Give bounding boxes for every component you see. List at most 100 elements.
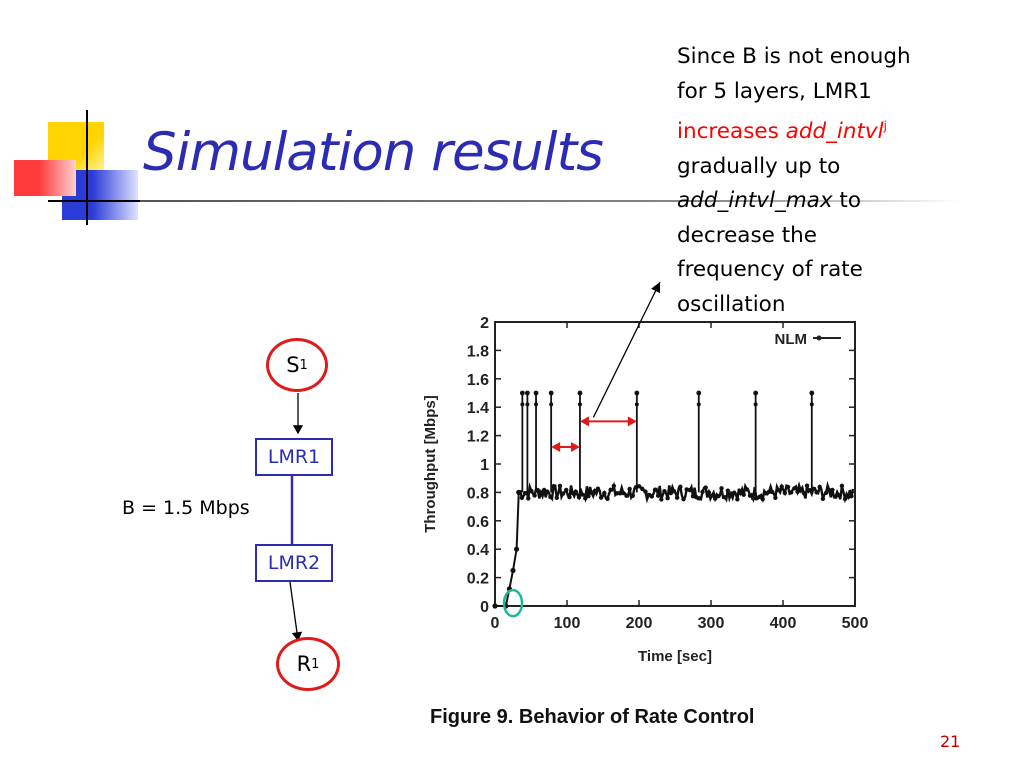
series-baseline-point (757, 494, 762, 500)
series-baseline-point (700, 489, 705, 495)
annotation-line-2: for 5 layers, LMR1 (677, 78, 872, 104)
series-baseline-point (665, 496, 670, 501)
series-spike-peak (577, 390, 583, 396)
annotation-line-5: add_intvl_max to (677, 184, 977, 219)
series-spike-peak (753, 390, 759, 396)
legend-marker-sample (816, 335, 822, 341)
chart-plot-group: 0 0.2 0.4 0.6 0.8 1 1.2 1.4 1.6 1.8 2 0 100 200 300 400… (422, 315, 868, 665)
series-baseline-point (750, 496, 756, 501)
series-spike-point (809, 402, 814, 407)
series-baseline-point (516, 490, 521, 495)
series-baseline-point (586, 493, 591, 499)
y-tick-label: 1.4 (467, 400, 489, 417)
annotation-line-7: frequency of rate (677, 257, 863, 283)
series-baseline-point (687, 487, 693, 493)
series-baseline-point (611, 483, 616, 489)
series-baseline-point (823, 490, 829, 496)
series-baseline-point (614, 491, 620, 496)
series-baseline-point (836, 492, 841, 498)
series-baseline-point (649, 494, 655, 499)
series-baseline-point (735, 497, 740, 502)
series-baseline-point (583, 496, 588, 501)
series-baseline-point (608, 487, 613, 493)
series-baseline-point (817, 484, 822, 490)
series-baseline-point (849, 493, 854, 499)
x-tick-label: 200 (626, 615, 653, 632)
series-baseline-point (573, 489, 578, 494)
series-baseline-point (706, 490, 712, 495)
plot-frame (494, 321, 856, 607)
series-baseline-point (725, 488, 731, 493)
series-baseline-point (760, 496, 765, 502)
series-baseline-point (617, 491, 623, 496)
series-ramp-point (510, 567, 516, 574)
series-baseline-point (719, 486, 724, 491)
series-baseline-point (662, 488, 667, 494)
series-spike-peak (533, 390, 539, 396)
series-baseline-point (785, 484, 791, 490)
x-tick-label: 100 (554, 615, 581, 632)
y-tick-label: 2 (480, 315, 489, 332)
x-tick-label: 300 (698, 615, 725, 632)
series-baseline-point (814, 490, 819, 495)
x-tick-label: 500 (842, 615, 869, 632)
series-baseline-point (598, 495, 604, 500)
series-spike-peak (548, 390, 554, 396)
y-tick-label: 0 (480, 599, 489, 616)
series-baseline-point (595, 486, 601, 491)
annotation-line-4: gradually up to (677, 153, 841, 179)
annotation-line-8: oscillation (677, 291, 786, 317)
y-tick-label: 0.6 (467, 514, 489, 531)
source-node-sub: 1 (299, 357, 308, 373)
lmr2-to-r1-arrow (289, 581, 303, 642)
series-baseline-point (839, 483, 845, 489)
series-baseline-point (731, 490, 737, 495)
lmr2-box: LMR2 (255, 544, 333, 582)
legend-label: NLM (775, 331, 808, 348)
series-baseline-point (602, 490, 607, 496)
series-baseline-point (741, 492, 746, 497)
series-baseline-point (519, 495, 525, 501)
series-ramp-point (514, 546, 520, 552)
figure-caption: Figure 9. Behavior of Rate Control (430, 706, 755, 728)
series-baseline-point (529, 488, 534, 494)
series-baseline-point (652, 487, 658, 492)
logo-horizontal-line (48, 200, 148, 202)
series-baseline-point (766, 489, 772, 495)
series-spike-point (696, 402, 701, 407)
series-baseline-point (567, 494, 572, 500)
series-baseline-point (776, 487, 781, 493)
annotation-line-6: decrease the (677, 222, 818, 248)
logo-vertical-line (86, 110, 88, 225)
slide-logo (10, 110, 150, 230)
series-baseline-point (621, 490, 626, 496)
interval-short-arrow-head-left (551, 441, 561, 452)
lmr1-box: LMR1 (255, 438, 333, 476)
series-baseline-point (709, 493, 715, 498)
series-baseline-point (592, 488, 597, 494)
series-baseline-point (532, 493, 537, 498)
annotation-increases: increases (677, 119, 779, 145)
series-spike-peak (809, 390, 815, 396)
series-spike-point (534, 402, 539, 407)
series-baseline-point (627, 486, 632, 492)
series-baseline-point (681, 496, 686, 502)
series-baseline-point (744, 487, 750, 492)
annotation-superscript: j (883, 119, 887, 133)
series-spike-point (520, 402, 525, 407)
series-baseline-point (554, 495, 559, 500)
series-baseline-point (674, 495, 680, 500)
series-baseline-point (589, 490, 594, 496)
series-baseline-point (630, 493, 636, 498)
receiver-node-label: R (296, 652, 312, 676)
series-baseline-point (605, 496, 610, 502)
series-baseline-point (671, 488, 677, 494)
series-baseline-point (782, 490, 788, 496)
series-baseline-point (560, 491, 566, 496)
interval-long-arrow-head-right (627, 416, 637, 427)
series-baseline-point (640, 486, 645, 492)
series-baseline-point (798, 488, 803, 493)
series-baseline-point (703, 485, 708, 490)
series-baseline-point (545, 489, 550, 494)
